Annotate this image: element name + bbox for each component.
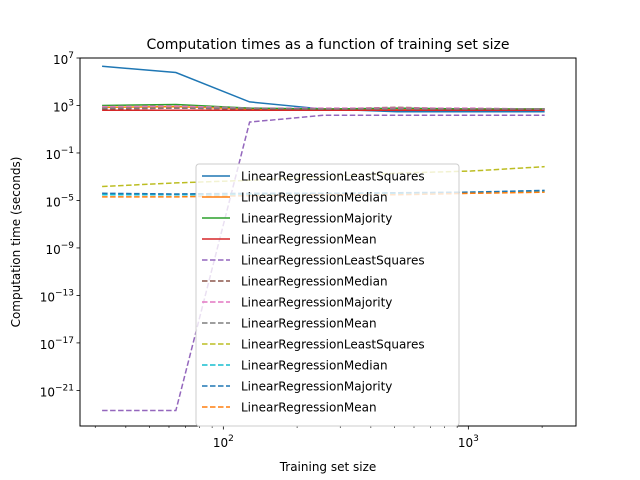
legend-label-12: LinearRegressionMean: [241, 401, 377, 415]
y-axis-label: Computation time (seconds): [9, 157, 23, 328]
y-tick-label-3: 10−1: [45, 146, 74, 162]
legend-label-7: LinearRegressionMajority: [241, 296, 392, 310]
y-tick-label-4: 10−5: [45, 193, 74, 209]
legend: LinearRegressionLeastSquares LinearRegres…: [195, 163, 460, 427]
chart-title: Computation times as a function of train…: [146, 37, 509, 53]
y-tick-label-6: 10−13: [40, 288, 74, 304]
x-axis-label: Training set size: [279, 460, 377, 474]
legend-label-3: LinearRegressionMajority: [241, 212, 392, 226]
legend-label-9: LinearRegressionLeastSquares: [241, 338, 425, 352]
ticks-layer: 102 103 107 103 10−1 10−5 10−9 10−13 10−17 10−21: [40, 51, 543, 450]
series-line-5: [102, 114, 545, 412]
legend-box: [195, 163, 460, 427]
y-tick-label-8: 10−21: [40, 383, 74, 399]
legend-label-10: LinearRegressionMedian: [241, 359, 388, 373]
y-tick-label-7: 10−17: [40, 336, 74, 352]
series-line-8: [102, 107, 545, 110]
x-tick-label-2: 103: [458, 434, 479, 450]
y-tick-label-1: 107: [53, 51, 74, 67]
y-tick-label-2: 103: [53, 98, 74, 114]
legend-label-5: LinearRegressionLeastSquares: [241, 254, 425, 268]
legend-label-8: LinearRegressionMean: [241, 317, 377, 331]
legend-label-4: LinearRegressionMean: [241, 233, 377, 247]
x-tick-label-1: 102: [213, 434, 234, 450]
y-tick-label-5: 10−9: [45, 241, 74, 257]
legend-label-1: LinearRegressionLeastSquares: [241, 170, 425, 184]
legend-label-6: LinearRegressionMedian: [241, 275, 388, 289]
legend-label-2: LinearRegressionMedian: [241, 191, 388, 205]
legend-label-11: LinearRegressionMajority: [241, 380, 392, 394]
series-line-7: [102, 105, 545, 110]
